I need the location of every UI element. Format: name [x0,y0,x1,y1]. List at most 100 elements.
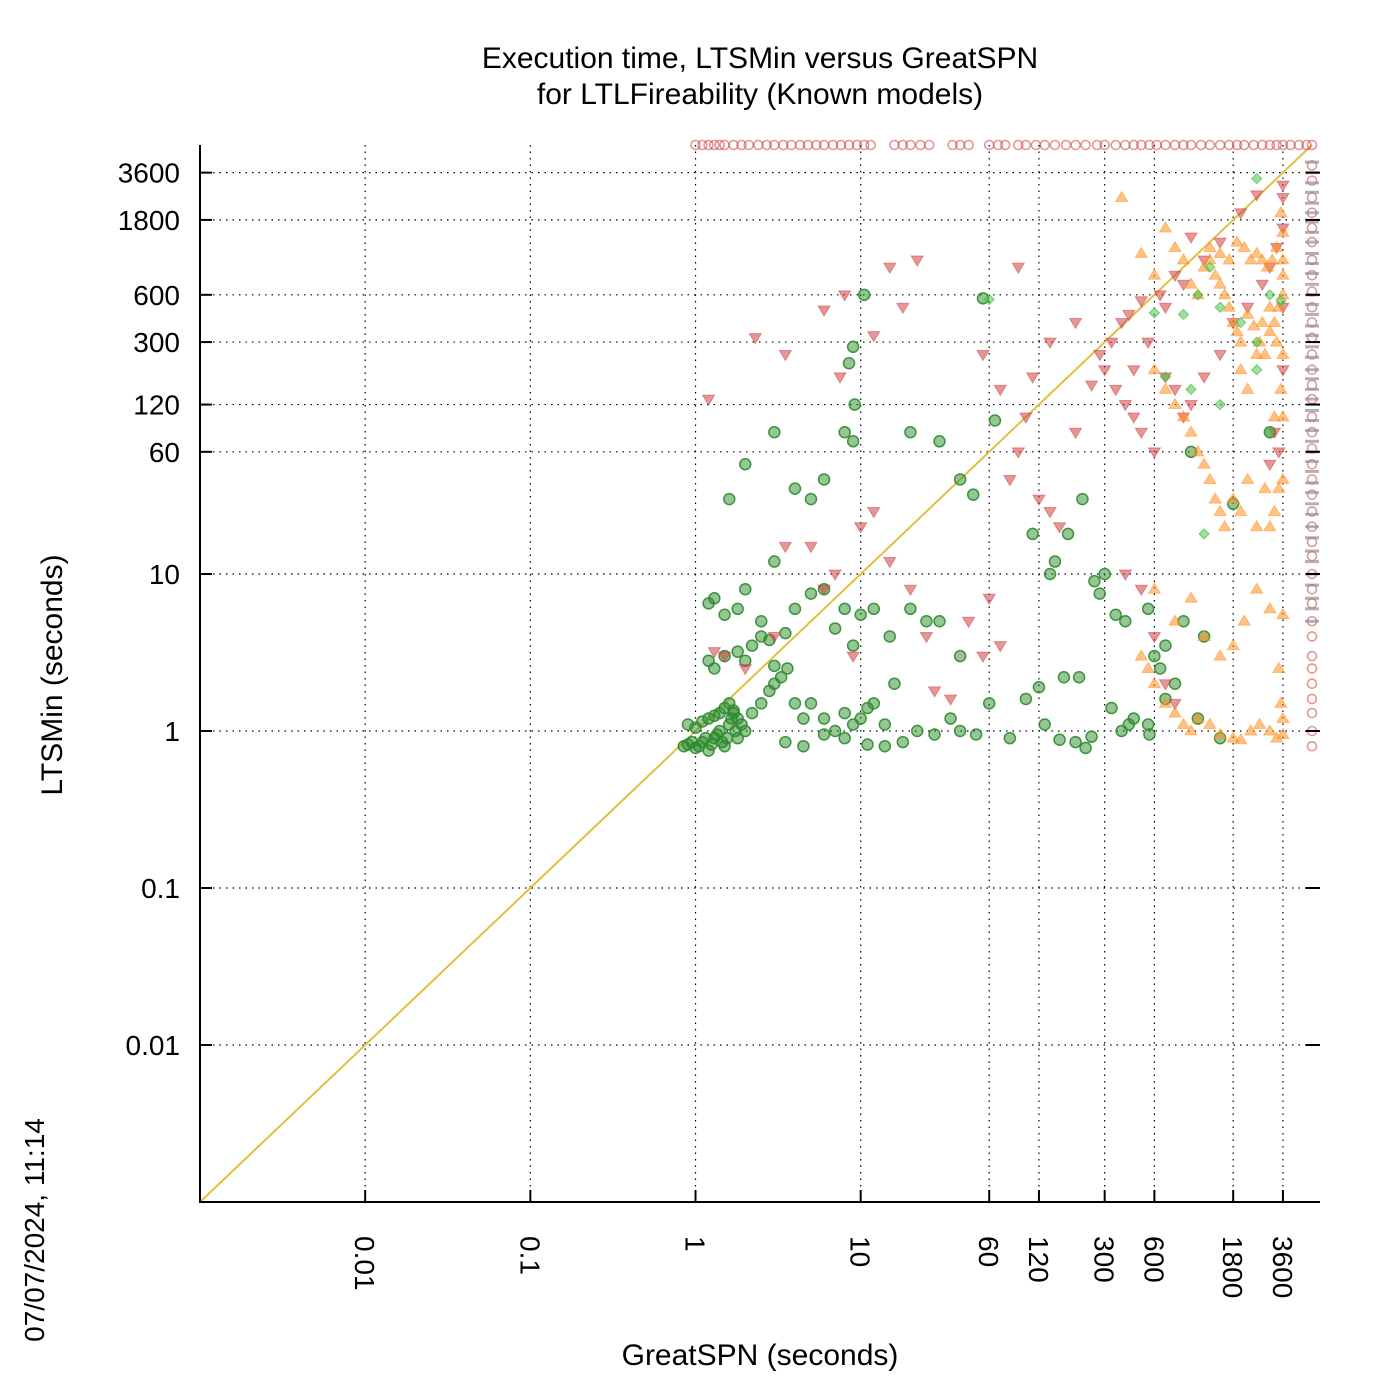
data-point-triangle-up [1226,731,1241,743]
data-point-circle-filled [953,649,967,663]
data-point-triangle-up [1147,582,1162,594]
data-point-triangle-up [1147,268,1162,280]
y-tick-label: 1800 [118,205,180,236]
data-point-triangle-down [993,384,1008,397]
data-point-circle-filled [1119,615,1132,628]
data-point-circle-open [690,139,701,151]
data-point-triangle-up [1276,225,1290,237]
x-tick-label: 10 [845,1236,876,1267]
data-point-triangle-up [1217,287,1232,300]
y-tick-label: 120 [133,390,180,421]
data-point-triangle-up [1255,253,1270,265]
data-point-circle-open [709,139,720,151]
data-point-circle-filled [867,602,881,616]
data-point-triangle-up [1262,724,1277,736]
data-point-diamond [1251,336,1263,348]
data-point-triangle-down [1262,459,1277,472]
data-point-triangle-up [1147,676,1162,689]
data-point-circle-filled [842,356,856,370]
data-point-triangle-down [1158,679,1173,691]
data-point-triangle-up [1213,246,1227,258]
data-point-circle-open [858,139,870,151]
data-point-triangle-up [1276,253,1290,265]
data-point-circle-open [1306,650,1318,662]
data-point-circle-open [728,139,739,151]
data-point-circle-open [1306,550,1318,562]
data-point-circle-open [1020,139,1032,151]
data-point-triangle-up [1213,277,1227,289]
chart-title-line-2: for LTLFireability (Known models) [537,78,983,111]
data-point-triangle-down [1134,584,1149,597]
data-point-triangle-down [1255,279,1270,292]
data-point-circle-filled [846,639,860,652]
data-point-triangle-down [882,557,897,569]
data-point-triangle-down [982,593,997,606]
data-point-circle-filled [754,615,768,628]
data-point-circle-filled [1019,692,1033,706]
data-point-circle-open [1306,349,1318,360]
data-point-triangle-down [1184,400,1198,412]
data-point-triangle-up [1190,711,1205,724]
data-point-circle-open [1306,598,1318,609]
data-point-circle-filled [883,630,897,643]
data-point-triangle-down [1233,208,1248,220]
x-tick-label: 300 [1089,1236,1120,1283]
data-point-circle-filled [722,492,736,506]
data-point-triangle-down [1121,309,1136,322]
data-point-circle-filled [718,608,731,622]
data-point-circle-filled [857,288,871,302]
data-point-triangle-down [748,333,763,345]
data-point-diamond [1235,316,1247,329]
data-point-circle-filled [1085,730,1098,743]
data-point-circle-filled [933,615,946,628]
data-point-diamond [1177,308,1190,321]
data-point-triangle-up [1249,246,1264,258]
data-point-circle-filled [731,602,744,616]
data-point-triangle-down [910,255,925,267]
data-point-triangle-up [1208,268,1223,280]
data-point-circle-open [1195,139,1207,151]
data-point-diamond [1214,301,1226,313]
data-point-circle-open [1223,139,1235,151]
data-point-triangle-up [1271,481,1286,494]
data-point-triangle-down [903,584,918,597]
data-point-circle-filled [817,728,831,741]
data-point-triangle-up [1202,240,1217,253]
data-point-circle-open [1306,301,1318,313]
data-point-circle-filled [838,731,851,745]
data-point-triangle-down [817,305,831,318]
timestamp: 07/07/2024, 11:14 [19,1118,50,1342]
data-point-circle-filled [1093,587,1106,600]
data-point-circle-open [1185,139,1197,151]
data-point-triangle-up [1141,661,1156,674]
data-point-triangle-down [1134,296,1149,308]
data-point-triangle-down [717,651,732,664]
data-point-triangle-down [853,522,868,534]
data-point-circle-open [1264,139,1276,151]
y-tick-label: 300 [133,327,180,358]
data-point-triangle-down [1011,262,1026,275]
data-point-circle-open [923,139,935,151]
data-point-circle-filled [1141,602,1155,616]
data-point-circle-filled [1098,567,1111,581]
grid [200,145,1312,1202]
data-point-triangle-up [1258,481,1272,494]
data-point-triangle-down [1084,380,1099,392]
x-tick-label: 1 [680,1236,711,1252]
data-point-triangle-down [919,631,934,644]
data-point-triangle-down [1184,232,1198,245]
data-point-triangle-up [1265,253,1280,265]
data-point-triangle-up [1276,727,1290,739]
data-point-triangle-up [1158,696,1173,708]
chart-title: Execution time, LTSMin versus GreatSPN f… [482,42,1038,111]
x-tick-label: 600 [1138,1236,1169,1283]
data-point-triangle-down [1158,302,1173,315]
data-point-triangle-up [1237,614,1252,626]
data-point-triangle-down [866,331,881,343]
data-point-circle-open [999,139,1011,151]
data-point-diamond [1264,289,1276,301]
data-point-circle-open [1049,139,1061,151]
data-point-circle-filled [1153,662,1167,675]
data-point-triangle-down [1249,190,1264,202]
data-point-triangle-up [1230,235,1244,247]
